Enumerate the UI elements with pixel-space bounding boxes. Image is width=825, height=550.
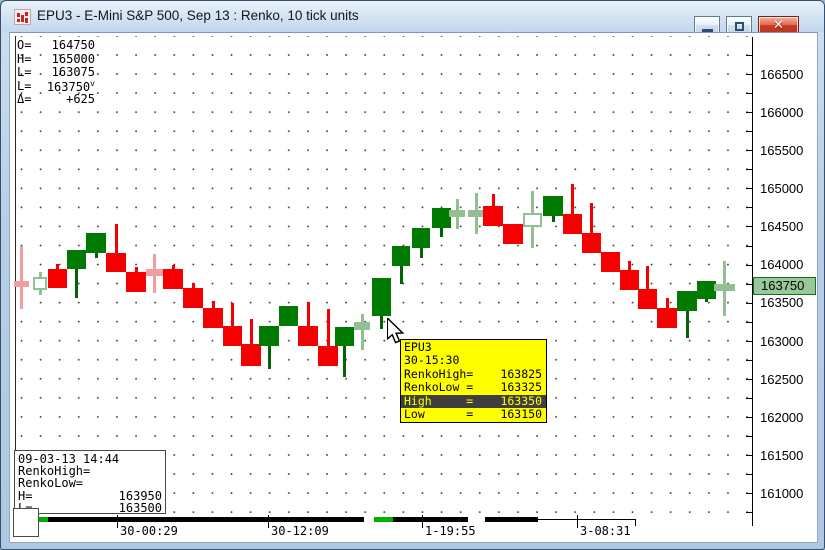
ohlc-overlay: O= 164750 H= 165000 L= 163075 L= 163750v Δ= +625	[17, 38, 95, 106]
ohlc-row: Δ= +625	[17, 92, 95, 107]
ohlc-row: O= 164750	[17, 38, 95, 52]
tooltip-row: EPU3	[404, 340, 432, 354]
mouse-cursor	[387, 318, 405, 344]
tooltip-row: 30-15:30	[404, 353, 460, 368]
data-window-row: L=163500	[18, 500, 162, 515]
plot-area[interactable]	[15, 36, 752, 513]
bar-tooltip: EPU3 30-15:30 RenkoHigh= 163825 RenkoLow = 16…	[400, 339, 547, 424]
ohlc-row: L= 163075	[17, 65, 95, 80]
close-icon: ✕	[773, 18, 784, 33]
data-window-row: 09-03-13 14:44	[18, 452, 120, 466]
data-window-row: RenkoHigh=	[18, 464, 91, 479]
price-axis-line	[752, 37, 753, 526]
data-window-row: RenkoLow=	[18, 476, 84, 491]
data-window-row: H= 163950	[18, 488, 162, 503]
ohlc-row: H= 165000	[17, 51, 95, 66]
minimize-icon	[702, 29, 713, 32]
time-axis-baseline	[538, 519, 636, 520]
title-bar[interactable]: EPU3 - E-Mini S&P 500, Sep 13 : Renko, 1…	[1, 1, 824, 36]
axis-corner-box	[13, 508, 39, 537]
tooltip-row-highlighted: High = 163350	[401, 394, 546, 408]
tooltip-row: RenkoLow = 163325	[404, 380, 542, 395]
tooltip-row: RenkoHigh= 163825	[404, 366, 542, 381]
time-axis-baseline-end	[635, 519, 636, 526]
data-window: 09-03-13 14:44 RenkoHigh= RenkoLow= H= 16395…	[14, 450, 166, 515]
tooltip-row: Low = 163150	[404, 406, 542, 421]
window-title: EPU3 - E-Mini S&P 500, Sep 13 : Renko, 1…	[37, 8, 359, 23]
restore-button[interactable]	[726, 16, 752, 36]
restore-icon	[735, 22, 744, 31]
ohlc-row: L= 163750v	[17, 78, 95, 94]
app-icon	[14, 9, 31, 25]
